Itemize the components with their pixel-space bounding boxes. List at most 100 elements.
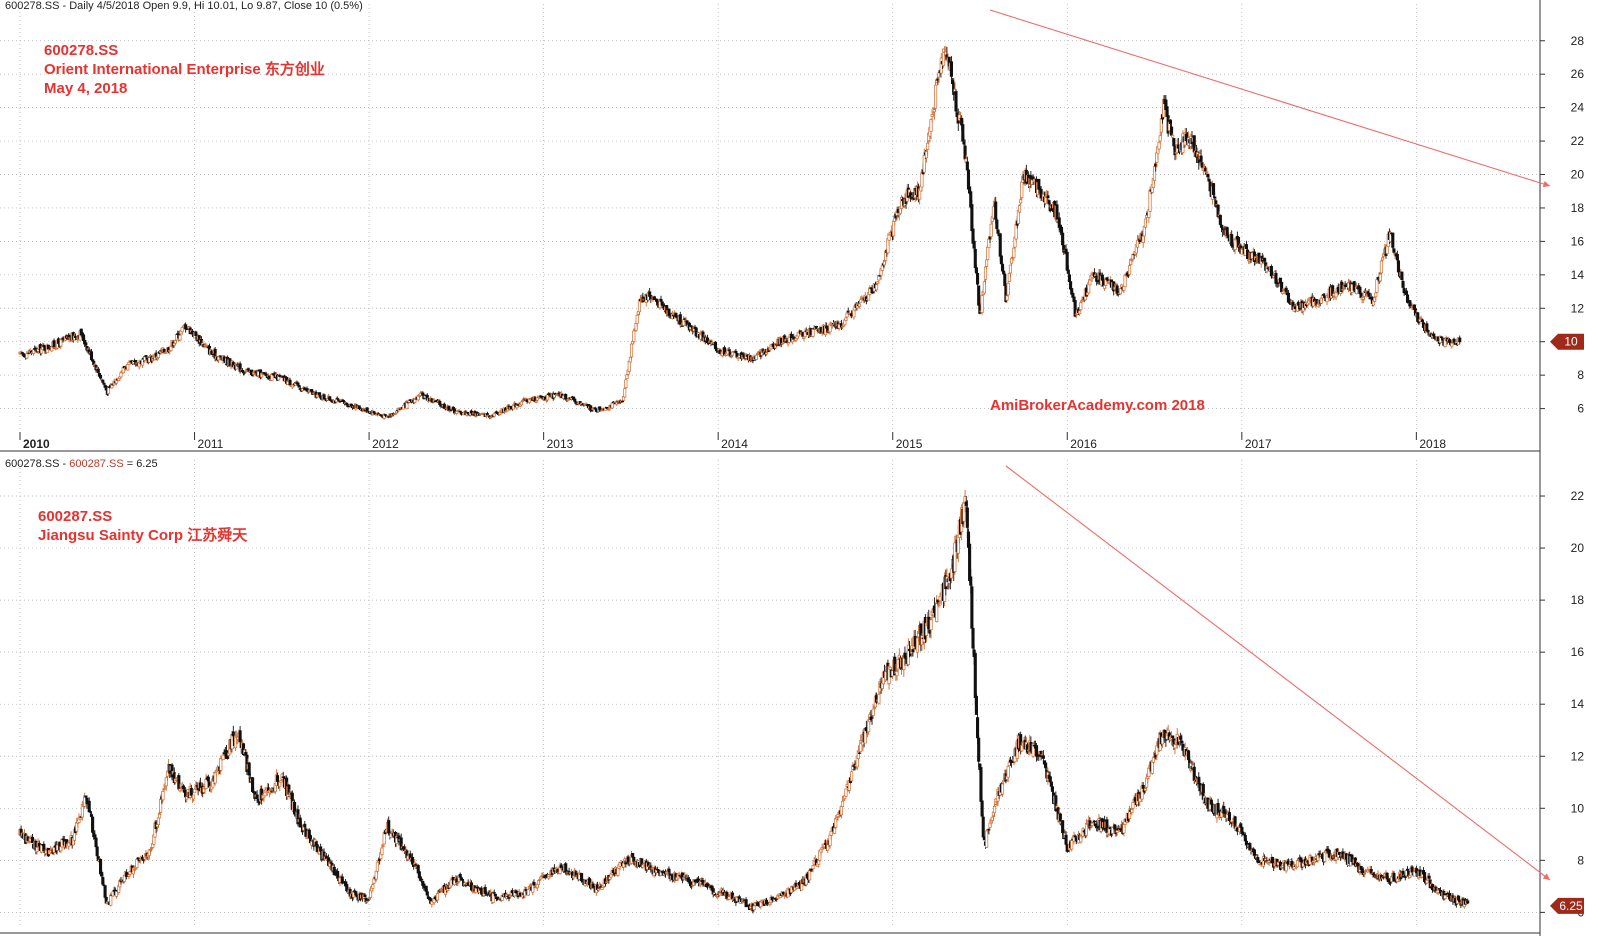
top-candle-body — [974, 249, 976, 267]
bottom-candle-body — [381, 848, 383, 855]
top-candle-body — [342, 400, 344, 401]
bottom-candle-body — [1042, 756, 1044, 759]
bottom-candle-body — [977, 738, 979, 761]
bottom-candle-body — [1228, 813, 1230, 821]
top-candle-body — [628, 361, 630, 371]
top-candle-body — [926, 143, 928, 149]
top-candle-body — [1342, 289, 1344, 290]
top-candle-body — [97, 369, 99, 372]
top-candle-body — [1219, 215, 1221, 224]
bottom-y-tick-label: 18 — [1571, 593, 1585, 607]
top-candle-body — [636, 315, 638, 323]
top-candle-body — [679, 315, 681, 325]
top-candle-body — [493, 414, 495, 416]
top-candle-body — [660, 299, 662, 301]
top-y-tick-label: 18 — [1571, 201, 1585, 215]
bottom-candle-body — [889, 667, 891, 669]
bottom-candle-body — [383, 833, 385, 844]
top-candle-body — [1018, 206, 1020, 213]
bottom-candle-body — [982, 817, 984, 837]
x-tick-label: 2014 — [721, 437, 748, 451]
bottom-candle-body — [355, 892, 357, 896]
bottom-candle-body — [133, 869, 135, 870]
bottom-candle-body — [372, 885, 374, 889]
top-candle-body — [787, 343, 789, 344]
bottom-candle-body — [232, 732, 234, 736]
bottom-candle-body — [753, 906, 755, 910]
bottom-candle-body — [538, 880, 540, 881]
top-candle-body — [888, 235, 890, 240]
top-candle-body — [1440, 337, 1442, 338]
top-candle-body — [858, 304, 860, 306]
top-candle-body — [459, 411, 461, 412]
x-tick-label: 2012 — [372, 437, 399, 451]
top-candle-body — [981, 296, 983, 313]
bottom-candle-body — [845, 789, 847, 796]
bottom-candle-body — [850, 772, 852, 781]
bottom-y-tick-label: 10 — [1571, 801, 1585, 815]
top-candle-body — [1007, 283, 1009, 295]
top-candle-body — [1019, 200, 1021, 203]
top-candle-body — [107, 388, 109, 394]
top-candle-body — [999, 234, 1001, 257]
bottom-candle-body — [1007, 766, 1009, 777]
bottom-candle-body — [728, 897, 730, 899]
top-candle-body — [1376, 280, 1378, 293]
top-candle-body — [265, 374, 267, 376]
top-y-tick-label: 6 — [1577, 402, 1584, 416]
bottom-candle-body — [527, 890, 529, 895]
top-candle-body — [755, 355, 757, 359]
top-candle-body — [630, 344, 632, 357]
bottom-candle-body — [1093, 821, 1095, 822]
top-candle-body — [934, 85, 936, 108]
bottom-candle-body — [420, 879, 422, 880]
top-candle-body — [987, 247, 989, 260]
top-y-tick-label: 12 — [1571, 301, 1585, 315]
top-candle-body — [1206, 172, 1208, 173]
bottom-candle-body — [938, 605, 940, 606]
top-candle-body — [1245, 245, 1247, 249]
bottom-candle-body — [436, 893, 438, 899]
bottom-candle-body — [110, 895, 112, 905]
top-candle-body — [179, 335, 181, 340]
bottom-candle-body — [366, 901, 368, 902]
top-candle-body — [985, 260, 987, 267]
bottom-candle-body — [256, 795, 258, 799]
top-candle-body — [297, 383, 299, 385]
bottom-candle-body — [190, 788, 192, 795]
bottom-candle-body — [207, 777, 209, 781]
top-y-tick-label: 16 — [1571, 234, 1585, 248]
x-tick-label: 2017 — [1245, 437, 1272, 451]
bottom-candle-body — [1258, 861, 1260, 863]
top-y-tick-label: 26 — [1571, 67, 1585, 81]
bottom-candle-body — [194, 789, 196, 793]
top-candle-body — [859, 300, 861, 303]
top-candle-body — [765, 353, 767, 354]
top-y-tick-label: 28 — [1571, 34, 1585, 48]
top-candle-body — [1078, 311, 1080, 314]
top-candle-body — [1282, 292, 1284, 294]
top-candle-body — [1392, 233, 1394, 247]
bottom-candle-body — [493, 893, 495, 894]
top-candle-body — [591, 410, 593, 411]
bottom-y-tick-label: 16 — [1571, 645, 1585, 659]
top-candle-body — [1056, 205, 1058, 220]
bottom-candle-body — [971, 587, 973, 629]
bottom-candle-body — [1071, 840, 1073, 849]
bottom-y-tick-label: 14 — [1571, 697, 1585, 711]
top-candle-body — [1069, 282, 1071, 290]
x-tick-label: 2018 — [1419, 437, 1446, 451]
bottom-candle-body — [974, 653, 976, 697]
bottom-candle-body — [276, 775, 278, 781]
top-candle-body — [1379, 274, 1381, 281]
top-candle-body — [1081, 300, 1083, 301]
top-candle-body — [1089, 280, 1091, 285]
bottom-candle-body — [975, 696, 977, 714]
top-candle-body — [289, 380, 291, 385]
bottom-candle-body — [1090, 826, 1092, 827]
bottom-candle-body — [162, 791, 164, 799]
x-tick-label: 2015 — [896, 437, 923, 451]
bottom-candle-body — [533, 882, 535, 885]
top-y-tick-label: 24 — [1571, 101, 1585, 115]
